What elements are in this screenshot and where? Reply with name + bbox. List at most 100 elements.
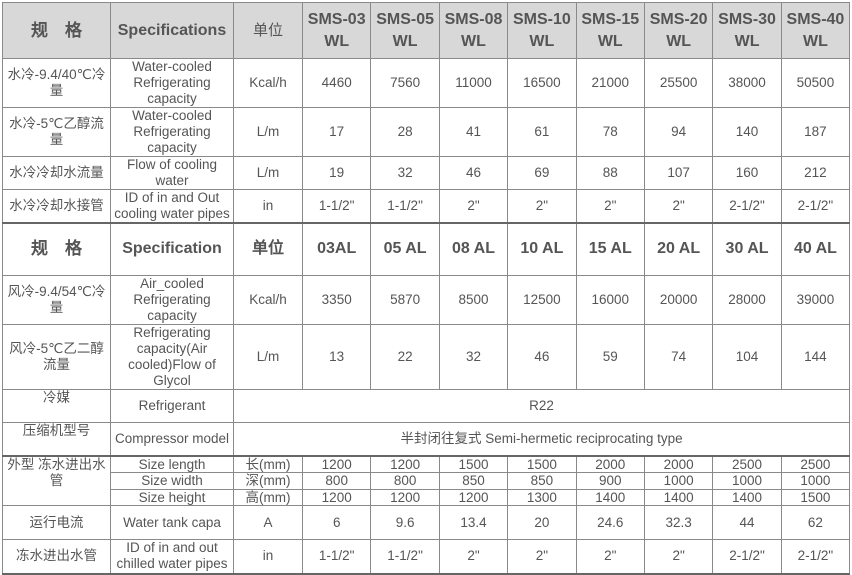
- unit: L/m: [233, 156, 303, 190]
- value-cell: 2": [507, 539, 577, 575]
- unit-header: 单位: [233, 2, 303, 59]
- value-cell: 800: [370, 472, 440, 490]
- spec-en-header: Specification: [110, 222, 234, 276]
- model-header: 15 AL: [575, 222, 645, 276]
- table-row: 运行电流 Water tank capa A 6 9.6 13.4 20 24.6 32.3 44…: [2, 505, 851, 540]
- model-header: 40 AL: [780, 222, 851, 276]
- value-cell: 24.6: [575, 505, 645, 540]
- value-cell: 19: [301, 156, 372, 190]
- spec-zh: 水冷-9.4/40℃冷量: [2, 58, 111, 108]
- value-cell: 88: [575, 156, 645, 190]
- spec-en: Air_cooled Refrigerating capacity: [110, 274, 234, 325]
- model-header: SMS-10 WL: [507, 2, 577, 59]
- value-cell: 74: [643, 323, 714, 390]
- value-cell: 20000: [643, 274, 714, 325]
- table-row: 水冷-9.4/40℃冷量 Water-cooled Refrigerating c…: [2, 58, 851, 108]
- value-cell: 78: [575, 107, 645, 157]
- model-header: 03AL: [301, 222, 372, 276]
- model-header: SMS-40 WL: [780, 2, 851, 59]
- value-cell: 2000: [643, 455, 714, 473]
- value-cell: 44: [712, 505, 782, 540]
- value-cell: 28: [370, 107, 440, 157]
- value-cell: 2-1/2": [780, 539, 851, 575]
- value-cell: 11000: [438, 58, 509, 108]
- value-cell: 17: [301, 107, 372, 157]
- value-cell: 104: [712, 323, 782, 390]
- value-cell: 212: [780, 156, 851, 190]
- value-cell: 1200: [370, 455, 440, 473]
- value-cell: 20: [507, 505, 577, 540]
- spec-en: Refrigerating capacity(Air cooled)Flow o…: [110, 323, 234, 390]
- table-row: 水冷-5℃乙醇流量 Water-cooled Refrigerating capa…: [2, 107, 851, 157]
- value-cell: 62: [780, 505, 851, 540]
- value-cell: 1200: [438, 488, 509, 506]
- spec-en: Compressor model: [110, 421, 234, 457]
- spec-en: Size width: [110, 472, 234, 490]
- spec-zh: 冷媒: [2, 388, 111, 423]
- header-row: 规 格 Specification 单位 03AL 05 AL 08 AL 10 AL 15 …: [2, 222, 851, 276]
- spec-en: Water-cooled Refrigerating capacity: [110, 107, 234, 157]
- model-header: 10 AL: [507, 222, 577, 276]
- value-cell: 1-1/2": [301, 539, 372, 575]
- value-cell: 1400: [712, 488, 782, 506]
- value-cell: 140: [712, 107, 782, 157]
- value-cell: 16500: [507, 58, 577, 108]
- compressor-value: 半封闭往复式 Semi-hermetic reciprocating type: [232, 421, 851, 457]
- value-cell: 1000: [712, 472, 782, 490]
- model-header: SMS-20 WL: [643, 2, 714, 59]
- value-cell: 94: [643, 107, 714, 157]
- model-header: SMS-15 WL: [575, 2, 645, 59]
- value-cell: 21000: [575, 58, 645, 108]
- unit: in: [233, 539, 303, 575]
- value-cell: 800: [301, 472, 372, 490]
- value-cell: 50500: [780, 58, 851, 108]
- unit: 深(mm): [233, 472, 303, 490]
- value-cell: 16000: [575, 274, 645, 325]
- value-cell: 3350: [301, 274, 372, 325]
- model-header: SMS-03 WL: [301, 2, 372, 59]
- value-cell: 25500: [643, 58, 714, 108]
- unit: L/m: [233, 323, 303, 390]
- model-header: SMS-08 WL: [438, 2, 509, 59]
- value-cell: 2500: [780, 455, 851, 473]
- spec-en: ID of in and out chilled water pipes: [110, 539, 234, 575]
- table-row: Size width 深(mm) 800 800 850 850 900 1000 1000 10…: [3, 472, 851, 490]
- spec-en: ID of in and Out cooling water pipes: [110, 189, 234, 224]
- model-header: 30 AL: [712, 222, 782, 276]
- spec-zh: 水冷冷却水接管: [2, 189, 111, 224]
- value-cell: 1000: [643, 472, 714, 490]
- value-cell: 2": [643, 189, 714, 224]
- value-cell: 39000: [780, 274, 851, 325]
- value-cell: 2": [438, 189, 509, 224]
- value-cell: 2": [438, 539, 509, 575]
- table-row: 水冷冷却水流量 Flow of cooling water L/m 19 32 46 69 8…: [2, 156, 851, 190]
- value-cell: 4460: [301, 58, 372, 108]
- unit: 长(mm): [233, 455, 303, 473]
- value-cell: 12500: [507, 274, 577, 325]
- value-cell: 850: [507, 472, 577, 490]
- spec-zh: 风冷-5℃乙二醇流量: [2, 323, 111, 390]
- value-cell: 2": [575, 539, 645, 575]
- unit: in: [233, 189, 303, 224]
- table-row: 风冷-9.4/54℃冷量 Air_cooled Refrigerating cap…: [2, 274, 851, 325]
- spec-en: Water-cooled Refrigerating capacity: [110, 58, 234, 108]
- value-cell: 1200: [301, 455, 372, 473]
- value-cell: 144: [780, 323, 851, 390]
- value-cell: 46: [438, 156, 509, 190]
- value-cell: 13.4: [438, 505, 509, 540]
- unit: 高(mm): [233, 488, 303, 506]
- value-cell: 69: [507, 156, 577, 190]
- spec-zh-header: 规 格: [2, 2, 111, 59]
- value-cell: 2-1/2": [780, 189, 851, 224]
- value-cell: 7560: [370, 58, 440, 108]
- spec-zh: 外型 冻水进出水管: [2, 455, 111, 506]
- value-cell: 2": [643, 539, 714, 575]
- spec-zh: 水冷-5℃乙醇流量: [2, 107, 111, 157]
- table-row: 压缩机型号 Compressor model 半封闭往复式 Semi-hermeti…: [2, 421, 851, 457]
- spec-zh: 运行电流: [2, 505, 111, 540]
- spec-en-header: Specifications: [110, 2, 234, 59]
- value-cell: 1-1/2": [370, 539, 440, 575]
- spec-en: Water tank capa: [110, 505, 234, 540]
- value-cell: 2-1/2": [712, 189, 782, 224]
